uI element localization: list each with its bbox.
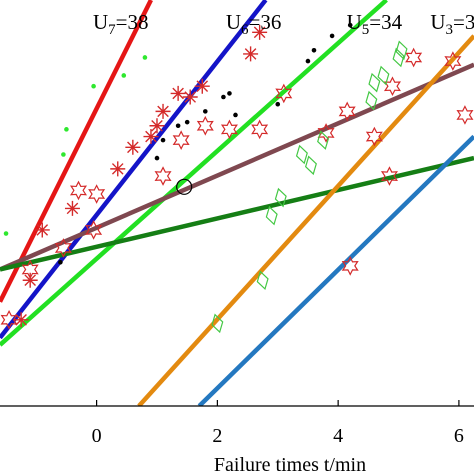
point-star6-0-14 [405,47,423,68]
point-diamond-4-4 [295,144,308,165]
point-asterisk-1-4 [143,129,159,145]
point-diamond-4-5 [304,155,317,176]
point-diamond-4-6 [317,130,330,150]
point-star6-0-13 [383,76,401,97]
point-dot-2-13 [347,22,353,28]
point-dot-2-3 [175,123,181,129]
point-diamond-4-1 [256,270,269,291]
x-tick-label-4: 4 [333,425,343,447]
point-asterisk-1-2 [110,161,126,177]
point-dot-2-5 [202,109,208,114]
point-dot-3-1 [61,152,66,157]
point-star6-0-10 [317,123,335,143]
point-star6-0-1 [69,180,88,201]
point-dot-2-9 [275,101,281,107]
point-star6-0-17 [380,166,398,186]
point-dot-3-5 [142,55,148,60]
line-label-1: U7=38 [93,10,149,38]
point-star6-0-2 [85,220,103,240]
point-dot-2-2 [160,137,166,143]
point-asterisk-1-8 [182,89,198,105]
x-tick-label-0: 0 [92,425,102,447]
point-star6-0-15 [444,51,462,71]
point-diamond-4-10 [392,47,405,68]
point-diamond-4-9 [377,65,390,86]
point-diamond-4-3 [274,187,287,208]
point-star6-0-5 [172,130,190,150]
point-dot-2-7 [227,91,232,96]
x-axis-ticks: 0 2 4 6 [92,400,464,447]
fit-line-2 [0,0,268,340]
line-label-4: U3=3 [430,10,474,38]
point-dot-2-12 [329,33,335,39]
point-diamond-4-8 [368,72,381,93]
fit-line-7 [197,134,474,406]
point-asterisk-1-7 [170,85,186,101]
data-points [0,22,474,334]
point-asterisk-1-10 [243,46,259,62]
point-star6-0-18 [341,256,359,276]
point-asterisk-1-9 [194,78,210,94]
point-dot-3-3 [91,83,96,89]
fit-line-3 [0,0,388,347]
x-axis-label: Failure times t/min [214,454,366,474]
point-diamond-4-0 [211,313,224,334]
point-asterisk-1-0 [34,222,50,238]
point-dot-3-4 [121,73,127,78]
point-asterisk-1-3 [125,139,141,155]
point-diamond-4-2 [265,205,278,226]
line-labels: U7=38 U6=36 U5=34 U3=3 [93,10,474,38]
point-diamond-4-7 [365,90,378,111]
point-star6-0-16 [456,105,474,125]
point-star6-0-3 [88,184,106,204]
point-dot-2-1 [154,155,160,161]
point-dot-3-2 [64,127,69,132]
point-dot-2-10 [305,58,311,64]
point-star6-0-8 [251,119,269,140]
x-tick-label-6: 6 [454,425,464,447]
point-asterisk-1-6 [155,103,171,119]
point-asterisk-1-12 [13,312,29,328]
point-dot-2-6 [221,94,226,100]
point-star6-0-9 [275,83,293,104]
line-label-3: U5=34 [347,10,403,38]
point-dot-3-0 [3,231,9,236]
point-diamond-4-11 [395,40,408,61]
line-label-2: U6=36 [226,10,282,38]
fit-line-1 [0,0,153,303]
point-star6-0-6 [196,115,214,136]
point-asterisk-1-1 [64,200,80,216]
fit-line-4 [0,62,474,272]
point-dot-2-11 [311,48,317,53]
point-star6-0-11 [338,101,356,122]
point-circle-5-0 [176,178,193,195]
point-asterisk-1-11 [252,24,268,40]
point-star6-0-12 [365,126,383,147]
point-star6-0-0 [54,238,72,258]
point-dot-2-4 [184,119,190,125]
point-dot-2-0 [58,259,63,265]
point-star6-0-7 [220,119,238,140]
point-asterisk-1-5 [149,118,165,134]
point-dot-2-8 [233,112,238,118]
point-asterisk-1-13 [22,272,38,288]
fit-line-6 [137,34,474,406]
x-tick-label-2: 2 [212,425,222,447]
fit-lines [0,0,474,406]
point-star6-0-4 [154,166,172,186]
